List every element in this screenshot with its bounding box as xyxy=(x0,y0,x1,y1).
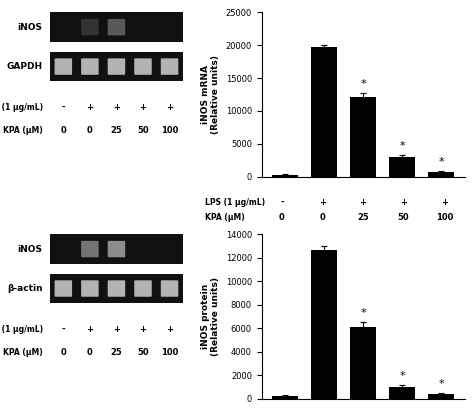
FancyBboxPatch shape xyxy=(81,241,99,257)
Text: -: - xyxy=(280,198,284,207)
Bar xyxy=(390,157,415,177)
Bar xyxy=(350,327,376,399)
Text: *: * xyxy=(438,157,444,167)
Text: +: + xyxy=(113,103,120,112)
FancyBboxPatch shape xyxy=(108,280,125,297)
FancyBboxPatch shape xyxy=(50,12,183,42)
Text: 0: 0 xyxy=(319,213,325,222)
Text: 0: 0 xyxy=(61,348,66,357)
FancyBboxPatch shape xyxy=(108,19,125,35)
Text: *: * xyxy=(360,79,366,89)
FancyBboxPatch shape xyxy=(55,58,72,75)
Text: 25: 25 xyxy=(110,126,122,135)
Text: 0: 0 xyxy=(87,126,93,135)
Text: +: + xyxy=(86,325,93,334)
Text: 50: 50 xyxy=(137,348,149,357)
Y-axis label: iNOS mRNA
(Relative units): iNOS mRNA (Relative units) xyxy=(201,55,220,134)
FancyBboxPatch shape xyxy=(161,58,178,75)
Text: iNOS: iNOS xyxy=(18,23,43,32)
Text: +: + xyxy=(166,103,173,112)
FancyBboxPatch shape xyxy=(81,280,99,297)
Y-axis label: iNOS protein
(Relative units): iNOS protein (Relative units) xyxy=(201,277,220,356)
Text: LPS (1 μg/mL): LPS (1 μg/mL) xyxy=(205,198,265,207)
Text: +: + xyxy=(86,103,93,112)
Text: *: * xyxy=(360,308,366,318)
Text: +: + xyxy=(139,103,146,112)
Text: -: - xyxy=(62,103,65,112)
FancyBboxPatch shape xyxy=(50,234,183,264)
Bar xyxy=(273,396,298,399)
FancyBboxPatch shape xyxy=(134,280,152,297)
Text: *: * xyxy=(399,371,405,381)
Text: LPS (1 μg/mL): LPS (1 μg/mL) xyxy=(0,103,43,112)
Bar xyxy=(428,394,454,399)
FancyBboxPatch shape xyxy=(108,241,125,257)
Text: LPS (1 μg/mL): LPS (1 μg/mL) xyxy=(0,325,43,334)
Text: 25: 25 xyxy=(110,348,122,357)
Text: 25: 25 xyxy=(357,213,369,222)
Text: 100: 100 xyxy=(436,213,453,222)
Text: 100: 100 xyxy=(161,126,178,135)
Text: β-actin: β-actin xyxy=(7,284,43,293)
Bar xyxy=(273,175,298,177)
FancyBboxPatch shape xyxy=(134,58,152,75)
Text: +: + xyxy=(113,325,120,334)
Text: +: + xyxy=(166,325,173,334)
Text: 50: 50 xyxy=(398,213,410,222)
Text: +: + xyxy=(319,198,326,207)
FancyBboxPatch shape xyxy=(81,58,99,75)
FancyBboxPatch shape xyxy=(50,274,183,303)
Bar xyxy=(390,387,415,399)
Bar xyxy=(428,172,454,177)
Text: +: + xyxy=(360,198,366,207)
FancyBboxPatch shape xyxy=(55,280,72,297)
Bar xyxy=(311,46,337,177)
Bar xyxy=(350,97,376,177)
Text: +: + xyxy=(400,198,407,207)
Text: +: + xyxy=(441,198,448,207)
Text: GAPDH: GAPDH xyxy=(7,62,43,71)
Text: KPA (μM): KPA (μM) xyxy=(3,348,43,357)
Text: 0: 0 xyxy=(279,213,285,222)
Text: +: + xyxy=(139,325,146,334)
Bar xyxy=(311,249,337,399)
Text: *: * xyxy=(399,141,405,151)
FancyBboxPatch shape xyxy=(50,52,183,81)
Text: KPA (μM): KPA (μM) xyxy=(205,213,245,222)
Text: KPA (μM): KPA (μM) xyxy=(3,126,43,135)
Text: 100: 100 xyxy=(161,348,178,357)
Text: 50: 50 xyxy=(137,126,149,135)
FancyBboxPatch shape xyxy=(108,58,125,75)
Text: *: * xyxy=(438,379,444,389)
FancyBboxPatch shape xyxy=(81,19,99,35)
Text: iNOS: iNOS xyxy=(18,245,43,254)
Text: 0: 0 xyxy=(61,126,66,135)
Text: -: - xyxy=(62,325,65,334)
FancyBboxPatch shape xyxy=(161,280,178,297)
Text: 0: 0 xyxy=(87,348,93,357)
